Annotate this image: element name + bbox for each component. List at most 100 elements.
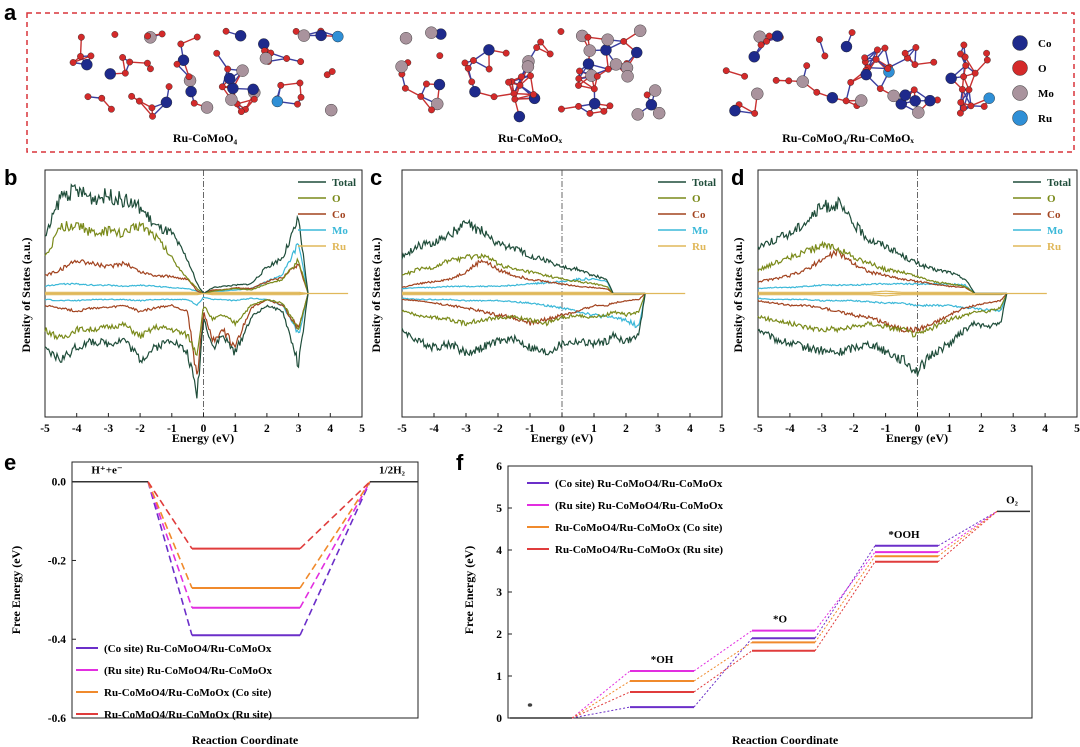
o-atom [149,112,156,120]
co-atom [909,95,921,107]
legend-label: (Co site) Ru-CoMoO4/Ru-CoMoOx [555,478,723,490]
dos-series-co-down [401,293,646,326]
o-atom [910,86,918,94]
co-atom [899,89,911,101]
dos-series-total-down [44,293,309,399]
x-tick-label: -1 [525,423,535,435]
legend-label-o: O [692,193,701,205]
o-atom [965,86,973,94]
o-atom [222,27,230,35]
x-tick-label: -4 [72,423,82,435]
y-tick-label: 0.0 [52,477,67,489]
energy-connector [937,510,998,557]
y-tick-label: 3 [496,587,502,599]
o-atom [277,81,285,89]
o-atom [584,33,592,41]
o-atom [401,84,409,92]
free-energy-plot-her: 0.0 -0.2 -0.4 -0.6 H⁺+e⁻ 1/2H₂ (Co site) Ru-Co… [48,461,419,725]
legend-label-mo: Mo [692,225,708,237]
o-atom [971,69,979,77]
legend-label: Ru-CoMoO4/Ru-CoMoOx (Co site) [104,687,272,699]
o-atom [956,109,964,117]
o-atom [224,65,232,73]
co-atom [924,94,936,107]
y-tick-label: 4 [496,545,502,557]
x-tick-label: 5 [719,423,725,435]
x-tick-label: 3 [1010,423,1016,435]
legend-label: (Co site) Ru-CoMoO4/Ru-CoMoOx [104,643,272,655]
structure-heterojunction [722,29,995,119]
legend-label: (Ru site) Ru-CoMoO4/Ru-CoMoOx [104,665,273,677]
mo-atom [425,26,438,39]
structure-label-1: Ru-CoMoO₄ [173,131,238,145]
o-atom [983,49,990,57]
co-atom [177,54,190,66]
o-atom [144,59,151,67]
dos-series-ru-down [402,292,646,296]
x-tick-label: 1 [947,423,953,435]
mo-atom [521,60,535,73]
o-atom [961,53,969,61]
o-atom [803,62,811,70]
state-label: *O [773,614,788,626]
o-atom [533,44,541,51]
o-atom [297,58,305,66]
co-atom [227,82,239,95]
dos-plot-b: -5 -4 -3 -2 -1 0 1 2 3 4 5 Total O Co Mo Ru [40,169,365,435]
structure-ru-comoox [395,24,666,123]
o-atom [558,105,565,113]
o-atom [328,68,336,75]
co-atom [748,51,760,63]
panel-letter-d: d [731,165,744,190]
x-tick-label: -4 [785,423,795,435]
o-atom [77,53,84,60]
o-atom [911,61,919,68]
o-atom [126,58,134,66]
x-tick-label: -3 [461,423,471,435]
mo-atom [912,106,925,119]
o-atom [423,80,430,88]
dos-series-total-down [401,293,646,357]
o-atom [485,65,493,73]
ru-atom [332,30,344,43]
co-atom [840,40,853,53]
o-atom [872,56,880,63]
o-atom [237,108,245,115]
co-atom [588,97,601,110]
legend-label-total: Total [332,177,356,189]
legend-label: Ru-CoMoO4/Ru-CoMoOx (Ru site) [104,709,272,721]
o-atom [960,104,968,112]
x-tick-label: 1 [232,423,238,435]
o-atom [177,40,185,48]
o-atom [461,59,469,67]
o-atom [502,49,510,57]
her-xlabel: Reaction Coordinate [192,733,299,747]
mo-atom [225,93,238,106]
dos-series-o-up [757,240,1007,295]
x-tick-label: 0 [559,423,565,435]
co-atom [433,78,446,91]
energy-connector [937,510,998,563]
energy-connector [147,481,193,550]
mo-atom [751,87,764,100]
o-atom [158,30,166,38]
o-atom [604,65,612,73]
energy-connector [571,670,631,719]
x-tick-label: -3 [104,423,114,435]
energy-connector [299,481,371,636]
mo-atom [297,29,311,42]
o-atom [600,107,608,115]
o-atom [297,93,305,101]
mo-atom [796,75,809,88]
x-tick-label: 2 [623,423,629,435]
o-atom [590,85,598,93]
structure-ru-comoo4 [69,27,344,120]
free-energy-plot-oer: 0 1 2 3 4 5 6 * *OH *O *OOH O₂ (Co site) Ru-CoMoO4/R… [496,461,1033,725]
energy-connector [814,556,876,643]
o-atom [957,99,965,106]
co-atom [771,30,784,42]
x-tick-label: -4 [429,423,439,435]
o-atom [884,65,892,72]
x-tick-label: 3 [655,423,661,435]
